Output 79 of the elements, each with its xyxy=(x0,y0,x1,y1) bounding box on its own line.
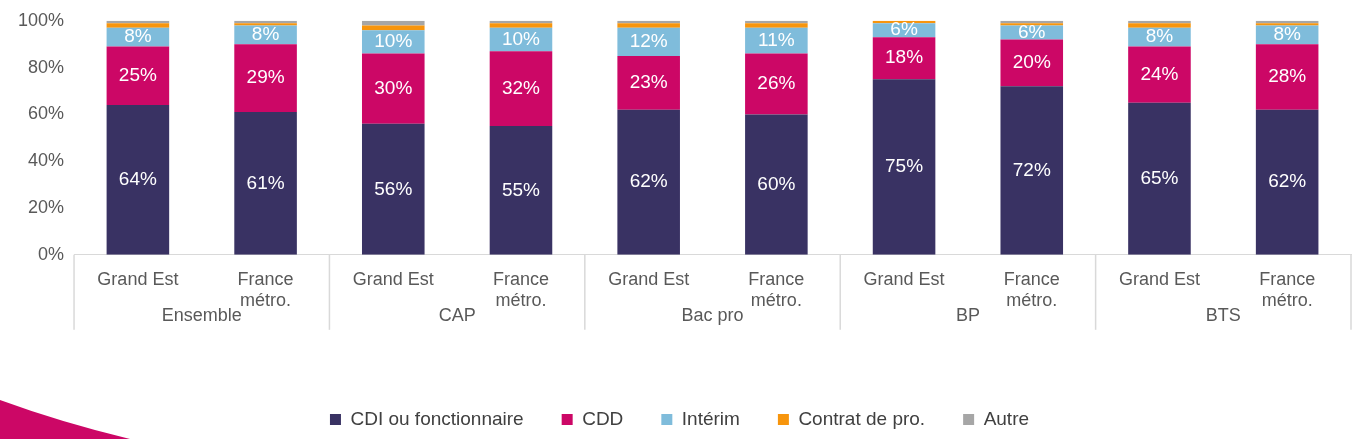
x-tick-label: France métro. xyxy=(1003,268,1060,311)
data-label: 61% xyxy=(246,171,285,193)
bar xyxy=(1255,109,1319,255)
data-label: 32% xyxy=(501,76,541,98)
data-label: 64% xyxy=(118,168,157,190)
bar xyxy=(1000,86,1064,255)
bar xyxy=(872,79,936,255)
bar xyxy=(1255,44,1319,110)
data-label: 20% xyxy=(1012,51,1051,73)
x-tick-label: Grand Est xyxy=(863,268,945,289)
bar xyxy=(617,109,680,255)
bar xyxy=(1128,23,1191,28)
text: Bac pro xyxy=(681,304,744,325)
bar xyxy=(745,53,808,115)
x-tick-label: Grand Est xyxy=(608,268,690,289)
data-label: 8% xyxy=(124,25,152,47)
y-tick-label: 0% xyxy=(38,243,65,264)
data-label: 8% xyxy=(1273,23,1301,45)
bar xyxy=(361,53,425,124)
x-tick-label: France métro. xyxy=(1259,268,1316,311)
bar xyxy=(1128,46,1191,103)
bar xyxy=(489,23,553,28)
data-label: 65% xyxy=(1140,166,1179,188)
legend-label: CDD xyxy=(582,407,624,429)
y-tick-label: 100% xyxy=(17,9,65,30)
bar xyxy=(617,55,680,110)
data-label: 10% xyxy=(501,27,541,49)
data-label: 26% xyxy=(757,72,796,94)
bar xyxy=(489,126,553,255)
data-label: 23% xyxy=(629,71,668,93)
data-label: 29% xyxy=(246,66,285,88)
data-label: 12% xyxy=(629,30,668,52)
bar xyxy=(1000,39,1064,87)
text: CAP xyxy=(438,304,476,325)
bar xyxy=(745,114,808,255)
x-tick-label: Grand Est xyxy=(1118,268,1200,289)
data-label: 60% xyxy=(757,172,796,194)
data-label: 25% xyxy=(118,64,157,86)
data-label: 30% xyxy=(374,76,413,98)
x-tick-label: France métro. xyxy=(492,268,549,311)
data-label: 8% xyxy=(1145,25,1174,47)
x-tick-label: Grand Est xyxy=(352,268,434,289)
data-label: 10% xyxy=(374,30,413,52)
data-label: 8% xyxy=(251,23,280,45)
y-tick-label: 60% xyxy=(28,103,65,124)
data-label: 62% xyxy=(1268,170,1307,192)
bar xyxy=(361,123,425,255)
data-label: 56% xyxy=(374,177,413,199)
bar xyxy=(361,25,425,31)
data-label: 6% xyxy=(1018,20,1046,42)
y-tick-label: 80% xyxy=(28,56,65,77)
bar xyxy=(106,105,170,255)
legend-label: Contrat de pro. xyxy=(798,407,926,429)
legend-label: Autre xyxy=(983,407,1030,429)
bar xyxy=(745,23,808,28)
text: BTS xyxy=(1205,304,1241,325)
data-label: 6% xyxy=(890,18,918,40)
y-tick-label: 40% xyxy=(28,150,65,171)
data-label: 11% xyxy=(758,28,795,50)
data-label: 55% xyxy=(501,178,541,200)
bar xyxy=(234,44,297,113)
data-label: 18% xyxy=(885,46,924,68)
bar xyxy=(106,46,170,106)
data-label: 75% xyxy=(885,155,924,177)
bar xyxy=(617,23,680,28)
data-label: 24% xyxy=(1140,62,1179,84)
bar xyxy=(489,51,553,127)
legend-label: CDI ou fonctionnaire xyxy=(350,407,524,429)
legend-label: Intérim xyxy=(681,407,740,429)
data-label: 62% xyxy=(629,170,668,192)
bar xyxy=(106,23,170,28)
text: BP xyxy=(955,304,980,325)
data-label: 72% xyxy=(1012,158,1051,180)
y-tick-label: 20% xyxy=(28,196,65,217)
data-label: 28% xyxy=(1268,65,1307,87)
x-tick-label: Grand Est xyxy=(97,268,179,289)
bar xyxy=(234,112,297,255)
bar xyxy=(1128,102,1191,255)
x-tick-label: France métro. xyxy=(748,268,805,311)
